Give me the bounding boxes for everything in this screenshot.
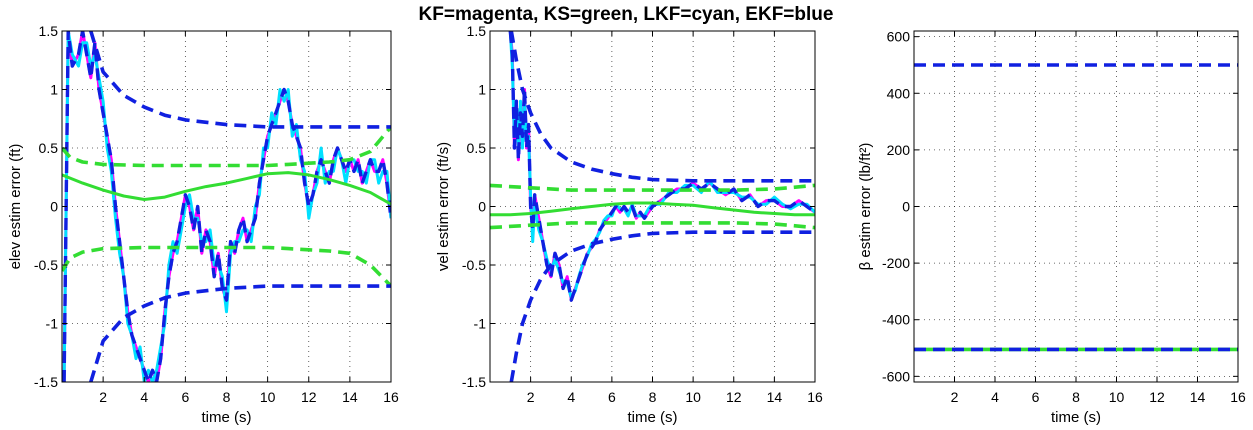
y-tick-label: -1.5	[34, 374, 58, 390]
y-tick-label: 0.5	[39, 140, 59, 156]
series-ks-estimate-line	[490, 201, 815, 217]
series-ks-bound-line	[62, 245, 391, 288]
x-tick-label: 4	[991, 389, 999, 405]
y-tick-label: 600	[887, 29, 911, 45]
x-tick-label: 6	[1032, 389, 1040, 405]
x-tick-label: 2	[527, 389, 535, 405]
y-tick-label: 1	[478, 82, 486, 98]
x-tick-label: 8	[1072, 389, 1080, 405]
series-ks-bound-line	[490, 221, 815, 230]
x-axis-label: time (s)	[202, 409, 252, 426]
x-tick-label: 16	[807, 389, 823, 405]
y-tick-label: -200	[882, 255, 910, 271]
series-ekf-bound-line	[509, 230, 815, 382]
series-group	[914, 63, 1238, 352]
y-tick-label: 0	[478, 199, 486, 215]
x-tick-label: 4	[567, 389, 575, 405]
y-tick-label: 0	[902, 199, 910, 215]
x-tick-label: 12	[726, 389, 742, 405]
x-tick-label: 10	[1109, 389, 1125, 405]
y-tick-label: 200	[887, 142, 911, 158]
series-ekf-bound-line	[89, 284, 391, 382]
x-axis-label: time (s)	[1051, 409, 1101, 426]
x-tick-label: 6	[181, 389, 189, 405]
x-tick-label: 8	[223, 389, 231, 405]
series-ks-bound-line	[490, 183, 815, 192]
x-tick-label: 12	[1149, 389, 1165, 405]
chart-panel-1: 2 4 6 8 10 12 14 16 -1.5 -1 -0.5 0 0.5 1 1.5 time (s) el…	[7, 23, 399, 426]
y-tick-label: -400	[882, 312, 910, 328]
y-tick-label: -1	[474, 316, 487, 332]
x-tick-label: 12	[301, 389, 317, 405]
x-tick-label: 14	[1190, 389, 1206, 405]
y-tick-label: -0.5	[462, 257, 486, 273]
x-tick-label: 10	[260, 389, 276, 405]
y-tick-label: 1.5	[467, 23, 487, 39]
x-tick-label: 10	[685, 389, 701, 405]
y-tick-label: -1.5	[462, 374, 486, 390]
y-axis-label: elev estim error (ft)	[7, 144, 24, 270]
y-axis-label: β estim error (lb/ft²)	[857, 143, 874, 271]
y-tick-label: 0	[50, 199, 58, 215]
x-axis-label: time (s)	[628, 409, 678, 426]
y-tick-label: 1	[50, 82, 58, 98]
figure-title: KF=magenta, KS=green, LKF=cyan, EKF=blue	[419, 4, 834, 25]
y-tick-label: -600	[882, 368, 910, 384]
series-group	[62, 31, 391, 382]
y-tick-label: -0.5	[34, 257, 58, 273]
x-tick-label: 16	[383, 389, 399, 405]
x-tick-label: 14	[342, 389, 358, 405]
chart-panel-3: 2 4 6 8 10 12 14 16 -600 -400 -200 0 200 400 600 time (…	[857, 29, 1246, 426]
series-ekf-bound-line	[89, 31, 391, 129]
y-tick-label: 1.5	[39, 23, 59, 39]
x-tick-label: 2	[99, 389, 107, 405]
y-tick-label: 0.5	[467, 140, 487, 156]
x-tick-label: 6	[608, 389, 616, 405]
series-ks-bound-line	[62, 125, 391, 168]
y-tick-label: 400	[887, 85, 911, 101]
series-group	[490, 31, 815, 382]
x-tick-label: 2	[951, 389, 959, 405]
series-ekf-estimate-line	[508, 31, 815, 302]
x-tick-label: 16	[1230, 389, 1246, 405]
chart-panel-2: 2 4 6 8 10 12 14 16 -1.5 -1 -0.5 0 0.5 1 1.5 time (s) ve…	[435, 23, 823, 426]
x-tick-label: 4	[140, 389, 148, 405]
series-ks-estimate-line	[62, 171, 391, 206]
series-ekf-bound-line	[509, 31, 815, 183]
x-tick-label: 8	[649, 389, 657, 405]
y-tick-label: -1	[46, 316, 59, 332]
x-tick-label: 14	[767, 389, 783, 405]
y-axis-label: vel estim error (ft/s)	[435, 142, 452, 271]
